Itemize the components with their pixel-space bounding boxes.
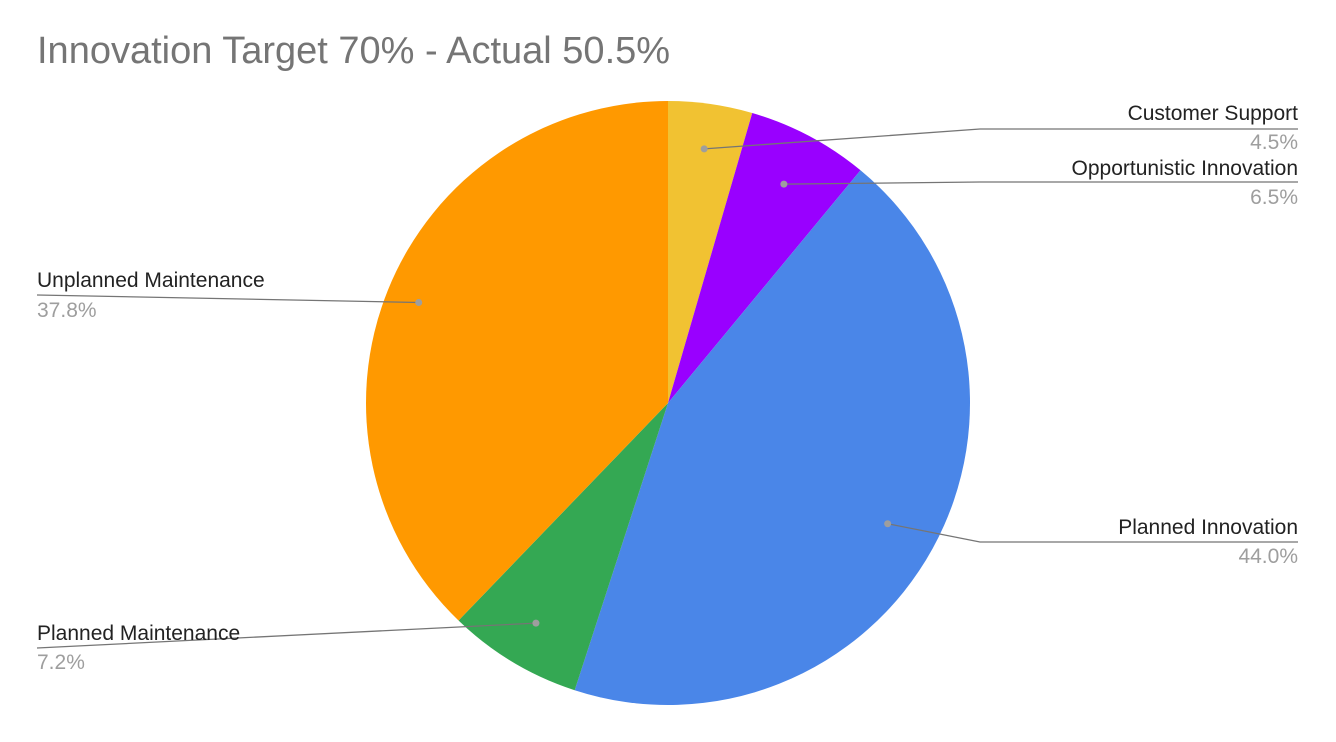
slice-name-label: Unplanned Maintenance [37, 269, 265, 292]
slice-value-label: 6.5% [1250, 186, 1298, 209]
leader-line [783, 181, 1298, 185]
slice-name-label: Planned Maintenance [37, 622, 240, 645]
leader-dot [415, 298, 423, 306]
leader-dot [780, 180, 788, 188]
leader-dot [700, 145, 708, 153]
pie-slice-unplanned-maintenance [366, 101, 668, 621]
leader-line [36, 622, 536, 649]
pie-slice-opportunistic-innovation [668, 112, 861, 404]
slice-label-customer-support: Customer Support 4.5% [700, 102, 1299, 154]
slice-value-label: 44.0% [1238, 545, 1298, 568]
pie-slice-planned-innovation [574, 170, 971, 706]
slice-label-planned-maintenance: Planned Maintenance 7.2% [36, 619, 540, 674]
leader-dot [532, 619, 540, 627]
slice-value-label: 4.5% [1250, 131, 1298, 154]
leader-line [704, 128, 1298, 150]
leader-line [36, 294, 419, 304]
pie-slice-planned-maintenance [458, 403, 668, 691]
leader-dot [884, 520, 892, 528]
slice-name-label: Opportunistic Innovation [1072, 157, 1298, 180]
slice-name-label: Customer Support [1128, 102, 1299, 125]
slice-label-unplanned-maintenance: Unplanned Maintenance 37.8% [36, 269, 423, 322]
slice-value-label: 37.8% [37, 299, 97, 322]
pie-slice-customer-support [668, 101, 753, 403]
leader-line [887, 523, 1298, 543]
slice-label-planned-innovation: Planned Innovation 44.0% [884, 516, 1298, 568]
chart-title: Innovation Target 70% - Actual 50.5% [37, 30, 671, 72]
slice-value-label: 7.2% [37, 651, 85, 674]
slice-name-label: Planned Innovation [1118, 516, 1298, 539]
slice-label-opportunistic-innovation: Opportunistic Innovation 6.5% [780, 157, 1298, 209]
